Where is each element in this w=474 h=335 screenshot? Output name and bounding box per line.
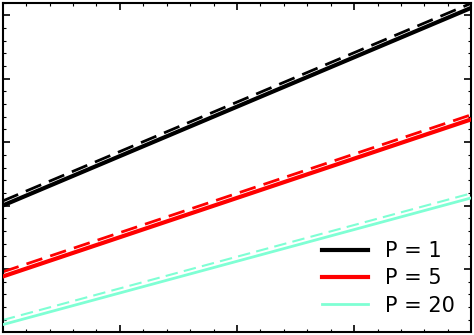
P = 20 [254,254,259,258]
P = 5 [254,190,259,194]
P = 1 [468,6,474,10]
P = 1 [384,42,390,46]
P = 1 [279,86,284,90]
P = 20 [0,323,6,327]
P = 1 [0,203,6,207]
P = 5 [279,181,284,185]
P = 20 [225,262,231,266]
P = 20 [222,262,228,266]
P = 20 [384,219,390,223]
P = 5 [384,146,390,150]
P = 1 [225,109,231,113]
P = 5 [225,199,231,203]
P = 20 [457,199,463,203]
Line: P = 20: P = 20 [3,198,471,325]
Line: P = 1: P = 1 [3,8,471,205]
P = 20 [279,247,284,251]
P = 5 [0,274,6,278]
P = 1 [222,110,228,114]
Line: P = 5: P = 5 [3,119,471,276]
P = 5 [468,117,474,121]
P = 20 [468,196,474,200]
P = 1 [254,96,259,100]
Legend: P = 1, P = 5, P = 20: P = 1, P = 5, P = 20 [316,235,461,322]
P = 1 [457,11,463,15]
P = 5 [222,200,228,204]
P = 5 [457,121,463,125]
